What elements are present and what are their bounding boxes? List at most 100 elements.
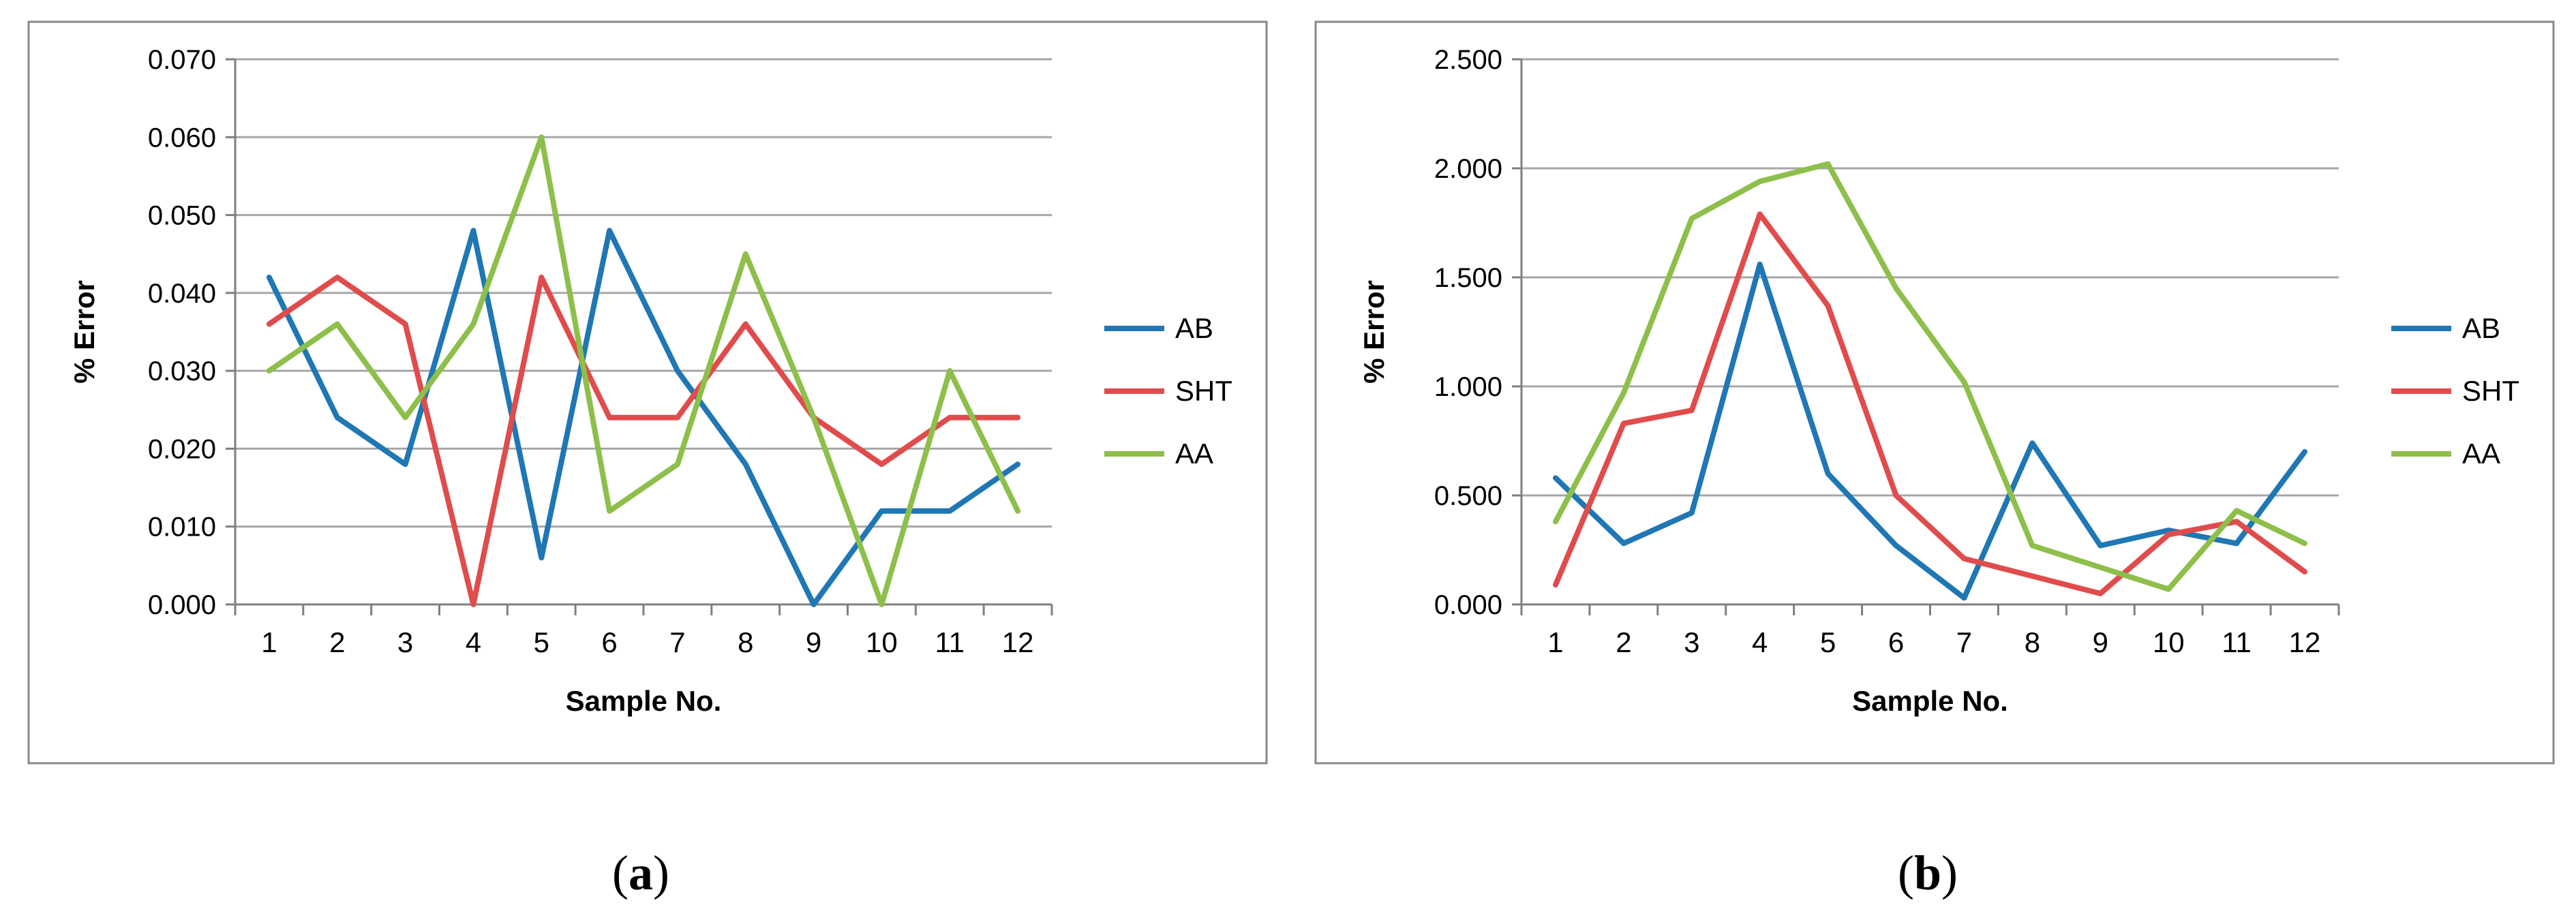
chart-a-y-tick-label: 0.020 xyxy=(148,434,216,464)
chart-a-series-aa-point xyxy=(267,368,272,373)
chart-a-x-axis-title: Sample No. xyxy=(566,685,722,717)
chart-a-series-aa-line xyxy=(266,134,1021,607)
chart-b-series-aa-point xyxy=(1894,286,1899,291)
chart-a-series-sht-point xyxy=(470,602,476,607)
chart-a-x-tick-label: 4 xyxy=(466,626,481,658)
chart-b-series-ab-point xyxy=(1757,262,1763,267)
chart-a-x-tick-label: 9 xyxy=(806,626,821,658)
chart-b-series-sht-point xyxy=(1894,493,1899,498)
chart-a-y-tick-label: 0.060 xyxy=(148,123,216,153)
caption-a: (a) xyxy=(612,846,669,900)
chart-b-series-sht-point xyxy=(1961,556,1967,562)
chart-b-series-aa-point xyxy=(1689,216,1695,221)
chart-a-series-ab-point xyxy=(403,461,408,467)
chart-a-series-sht-line xyxy=(266,275,1021,607)
chart-b-series-aa-point xyxy=(1961,380,1967,385)
chart-a-x-tick-label: 2 xyxy=(329,626,345,658)
chart-a-x-tick-label: 3 xyxy=(397,626,413,658)
chart-a-series-aa-point xyxy=(675,461,680,467)
chart-a-x-tick-label: 1 xyxy=(261,626,277,658)
chart-b-series-ab-point xyxy=(1894,543,1899,549)
chart-b-y-tick-label: 1.500 xyxy=(1434,263,1502,293)
chart-b-series-aa-point xyxy=(1621,390,1626,396)
chart-a-x-tick-label: 6 xyxy=(601,626,617,658)
chart-b-y-tick-label: 2.500 xyxy=(1434,45,1502,75)
chart-b-series-ab-point xyxy=(1825,471,1831,476)
caption-a-letter: a xyxy=(628,846,653,900)
chart-b-y-axis-title: % Error xyxy=(1358,280,1390,384)
chart-b-y-tick-label: 1.000 xyxy=(1434,372,1502,402)
chart-b-series-aa-point xyxy=(2234,508,2239,513)
chart-b-series-aa-point xyxy=(1825,162,1831,167)
chart-a-series-aa-point xyxy=(879,602,884,607)
chart-b-x-tick-label: 12 xyxy=(2289,626,2321,658)
caption-b-letter: b xyxy=(1913,846,1942,900)
chart-b-series-ab-point xyxy=(2029,440,2035,446)
chart-a-series-ab-point xyxy=(335,415,340,420)
chart-a-series-aa-point xyxy=(743,251,748,257)
chart-b-series-ab-point xyxy=(2097,543,2103,549)
chart-b-series-aa-point xyxy=(2302,540,2307,546)
chart-a-series-sht-point xyxy=(879,461,884,467)
chart-a-x-tick-label: 5 xyxy=(534,626,549,658)
chart-a-y-tick-label: 0.050 xyxy=(148,201,216,231)
chart-a-legend-sht-label: SHT xyxy=(1175,375,1232,407)
chart-b-y-tick-label: 0.000 xyxy=(1434,590,1502,620)
chart-b-series-aa-line xyxy=(1553,161,2307,592)
caption-b: (b) xyxy=(1897,846,1958,900)
chart-a-x-tick-label: 10 xyxy=(866,626,898,658)
chart-a-y-tick-label: 0.010 xyxy=(148,512,216,542)
chart-b-x-tick-label: 10 xyxy=(2153,626,2185,658)
chart-b-legend-aa-label: AA xyxy=(2462,437,2500,470)
chart-b-x-axis-title: Sample No. xyxy=(1852,685,2008,717)
chart-b-series-aa-point xyxy=(1553,519,1558,524)
chart-b-series-ab-point xyxy=(1961,595,1967,600)
chart-b-x-tick-label: 4 xyxy=(1752,626,1768,658)
chart-a-legend-ab-label: AB xyxy=(1175,312,1213,344)
chart-b-series-aa-point xyxy=(2029,543,2035,549)
chart-b-x-tick-label: 7 xyxy=(1956,626,1972,658)
chart-a-series-ab-point xyxy=(470,228,476,233)
chart-a-series-ab-point xyxy=(607,228,612,233)
chart-b-series-sht-point xyxy=(1553,582,1558,587)
chart-a-series-sht-point xyxy=(403,322,408,327)
chart-a-y-tick-label: 0.070 xyxy=(148,45,216,75)
chart-a-y-tick-label: 0.000 xyxy=(148,590,216,620)
chart-a-series-aa-point xyxy=(1015,508,1020,514)
chart-b-x-tick-label: 8 xyxy=(2025,626,2040,658)
chart-b-series-ab-point xyxy=(1689,510,1695,516)
chart-b-x-tick-label: 5 xyxy=(1820,626,1836,658)
chart-b-x-tick-label: 6 xyxy=(1888,626,1904,658)
chart-a-series-ab-line xyxy=(266,228,1021,607)
chart-a-x-tick-label: 8 xyxy=(738,626,753,658)
chart-b-series-ab-point xyxy=(1553,475,1558,480)
chart-a-series-ab-point xyxy=(675,368,680,373)
chart-b-series-sht-point xyxy=(1689,408,1695,413)
chart-b-y-tick-label: 2.000 xyxy=(1434,154,1502,184)
chart-b-series-sht-line xyxy=(1553,211,2307,596)
chart-b-series-aa-point xyxy=(2097,565,2103,570)
chart-a-series-aa-point xyxy=(607,508,612,514)
chart-a-series-ab-point xyxy=(947,508,952,514)
chart-b-series-sht-point xyxy=(2302,569,2307,574)
chart-a-series-sht-point xyxy=(335,275,340,280)
chart-b-series-sht-point xyxy=(2097,591,2103,596)
chart-b-x-tick-label: 3 xyxy=(1684,626,1699,658)
chart-b-series-sht-point xyxy=(1621,420,1626,426)
chart-b-series-aa-point xyxy=(1757,179,1763,184)
chart-a-series-ab-point xyxy=(539,555,544,560)
chart-a: 0.000 0.010 0.020 0.030 0.040 0.050 0.060 0.070… xyxy=(68,45,1232,717)
chart-b-series-sht-point xyxy=(1825,303,1831,309)
chart-a-y-tick-label: 0.040 xyxy=(148,279,216,309)
chart-a-y-axis-title: % Error xyxy=(68,280,100,384)
chart-a-series-sht-point xyxy=(267,322,272,327)
chart-a-series-sht-point xyxy=(947,415,952,420)
chart-b-x-tick-label: 11 xyxy=(2222,626,2252,658)
chart-a-series-aa-point xyxy=(470,322,476,327)
chart-a-series-ab-point xyxy=(743,461,748,467)
chart-a-series-aa-point xyxy=(335,322,340,327)
chart-a-y-tick-label: 0.030 xyxy=(148,356,216,386)
chart-b-series-aa-point xyxy=(2166,587,2171,592)
